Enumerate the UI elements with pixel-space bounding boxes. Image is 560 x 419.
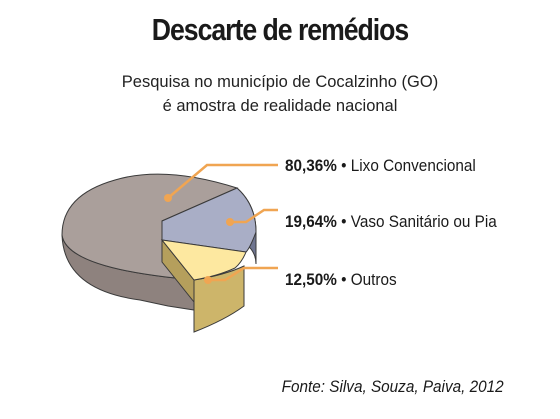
legend-item-outros: 12,50% • Outros xyxy=(285,270,397,289)
slice-name-label: Lixo Convencional xyxy=(350,156,476,175)
legend-item-vaso-sanitario: 19,64% • Vaso Sanitário ou Pia xyxy=(285,212,497,231)
leader-dot-vaso xyxy=(226,218,234,226)
slice-lixo-convencional xyxy=(61,173,239,281)
slice-value-label: 19,64% xyxy=(285,212,337,231)
chart-title: Descarte de remédios xyxy=(151,12,410,47)
leader-line-lixo xyxy=(167,163,278,199)
legend-item-lixo-convencional: 80,36% • Lixo Convencional xyxy=(285,156,476,175)
slice-vaso-sanitario xyxy=(161,187,257,253)
slice-name-label: Vaso Sanitário ou Pia xyxy=(350,212,497,231)
subtitle-line-1: Pesquisa no município de Cocalzinho (GO) xyxy=(121,73,439,91)
slice-outros xyxy=(160,239,247,281)
leader-line-vaso xyxy=(230,208,278,224)
slice-value-label: 80,36% xyxy=(285,156,337,175)
slice-value-label: 12,50% xyxy=(285,270,337,289)
leader-dot-outros xyxy=(204,276,212,284)
source-citation: Fonte: Silva, Souza, Paiva, 2012 xyxy=(282,377,504,396)
slice-name-label: Outros xyxy=(350,270,397,289)
leader-line-outros xyxy=(208,266,278,282)
leader-dot-lixo xyxy=(164,194,172,202)
subtitle-line-2: é amostra de realidade nacional xyxy=(162,97,398,115)
